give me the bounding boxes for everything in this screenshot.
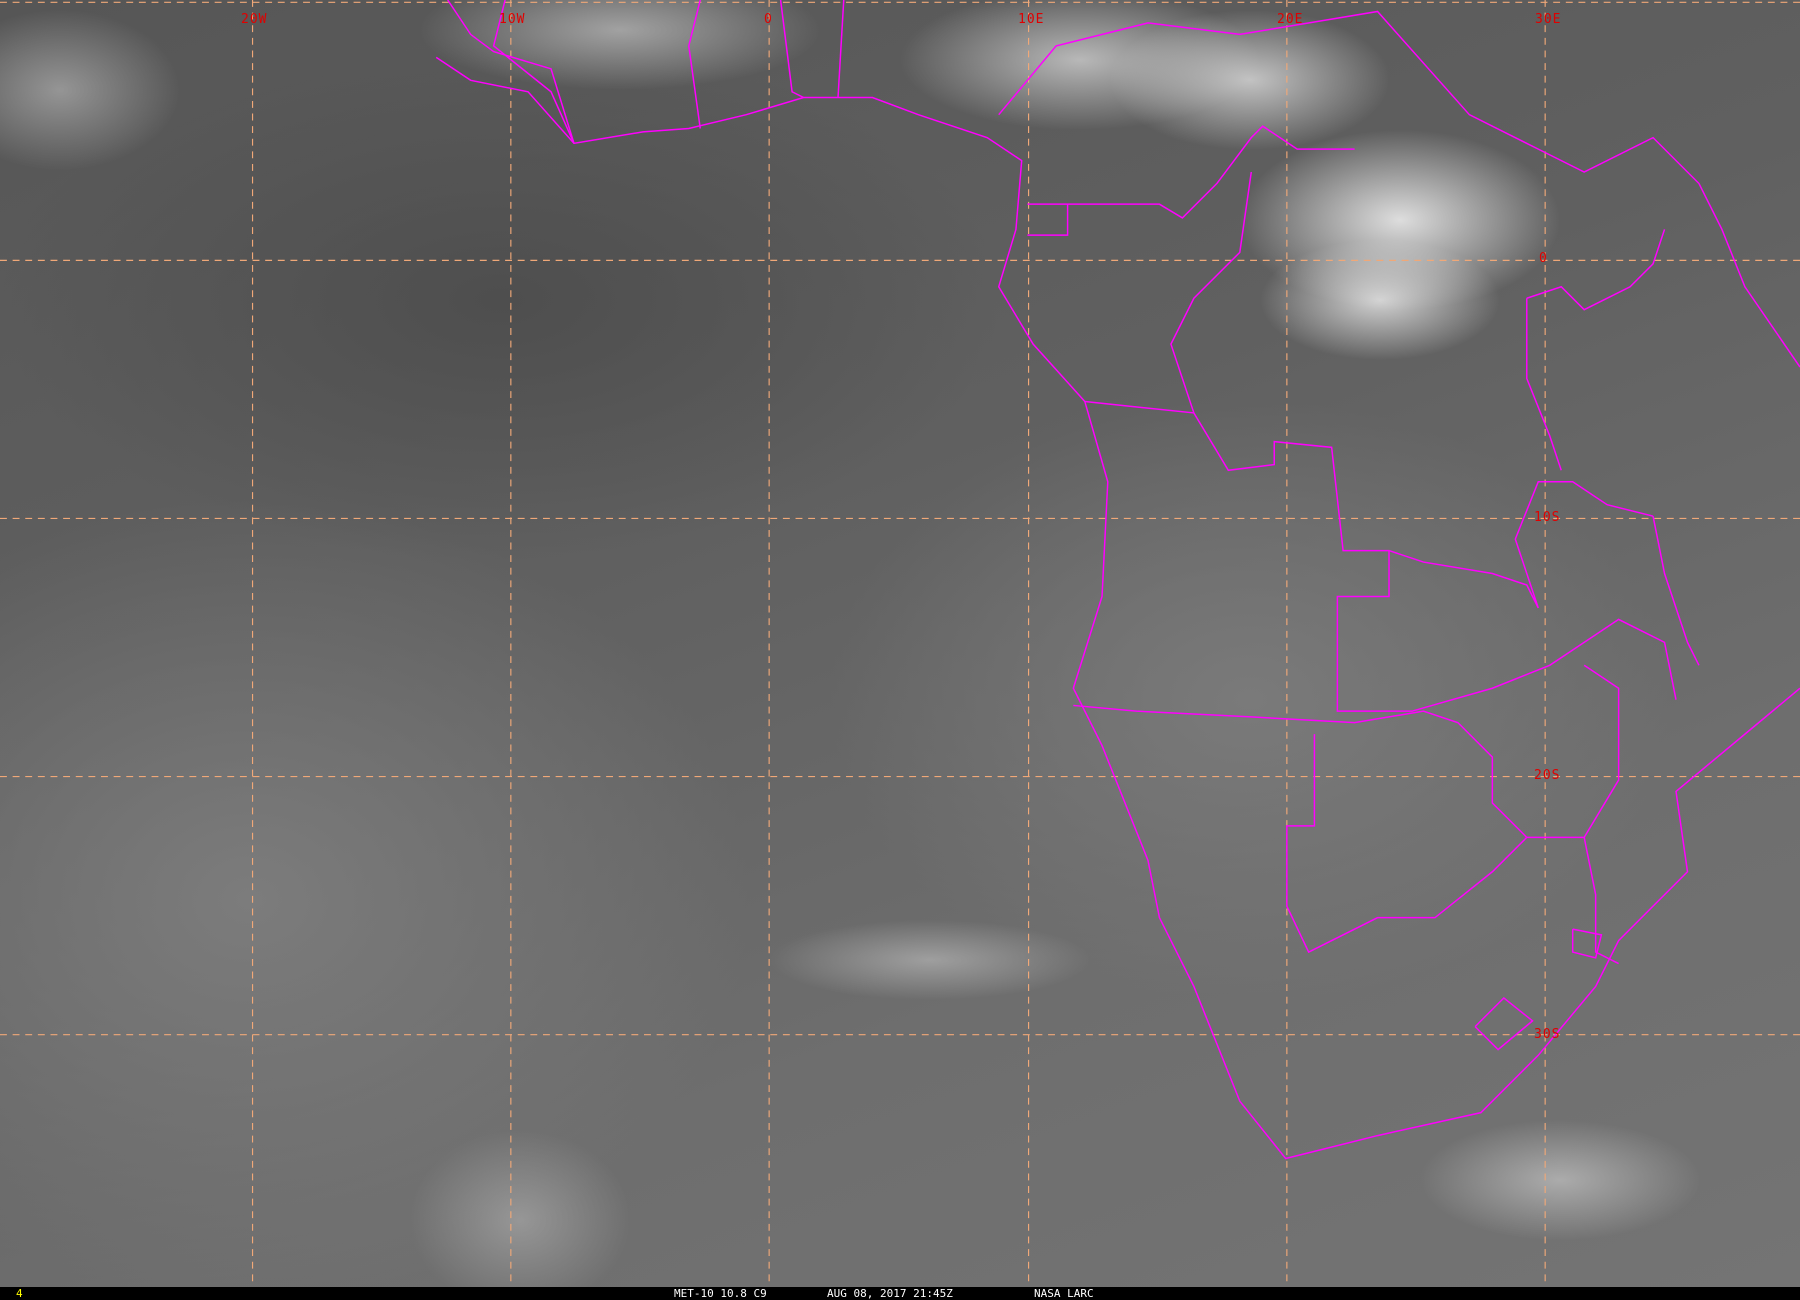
lon-label-0: 0 xyxy=(764,12,773,27)
lon-label-20e: 20E xyxy=(1277,12,1304,27)
lon-label-10e: 10E xyxy=(1018,12,1045,27)
africa-coastline xyxy=(435,56,1800,1160)
lat-label-10s: 10S xyxy=(1534,510,1561,525)
frame-number: 4 xyxy=(16,1287,23,1300)
lon-label-10w: 10W xyxy=(499,12,526,27)
satellite-channel: MET-10 10.8 C9 xyxy=(674,1287,767,1300)
lon-label-20w: 20W xyxy=(241,12,268,27)
lat-label-30s: 30S xyxy=(1534,1027,1561,1042)
country-borders xyxy=(435,0,1800,1160)
image-datetime: AUG 08, 2017 21:45Z xyxy=(827,1287,953,1300)
lat-label-0: 0 xyxy=(1539,251,1548,266)
data-source: NASA LARC xyxy=(1034,1287,1094,1300)
lon-label-30e: 30E xyxy=(1535,12,1562,27)
status-bar: 4 MET-10 10.8 C9 AUG 08, 2017 21:45Z NAS… xyxy=(0,1287,1800,1300)
lat-label-20s: 20S xyxy=(1534,768,1561,783)
west-africa-borders xyxy=(447,0,575,144)
central-africa-borders xyxy=(998,10,1800,368)
